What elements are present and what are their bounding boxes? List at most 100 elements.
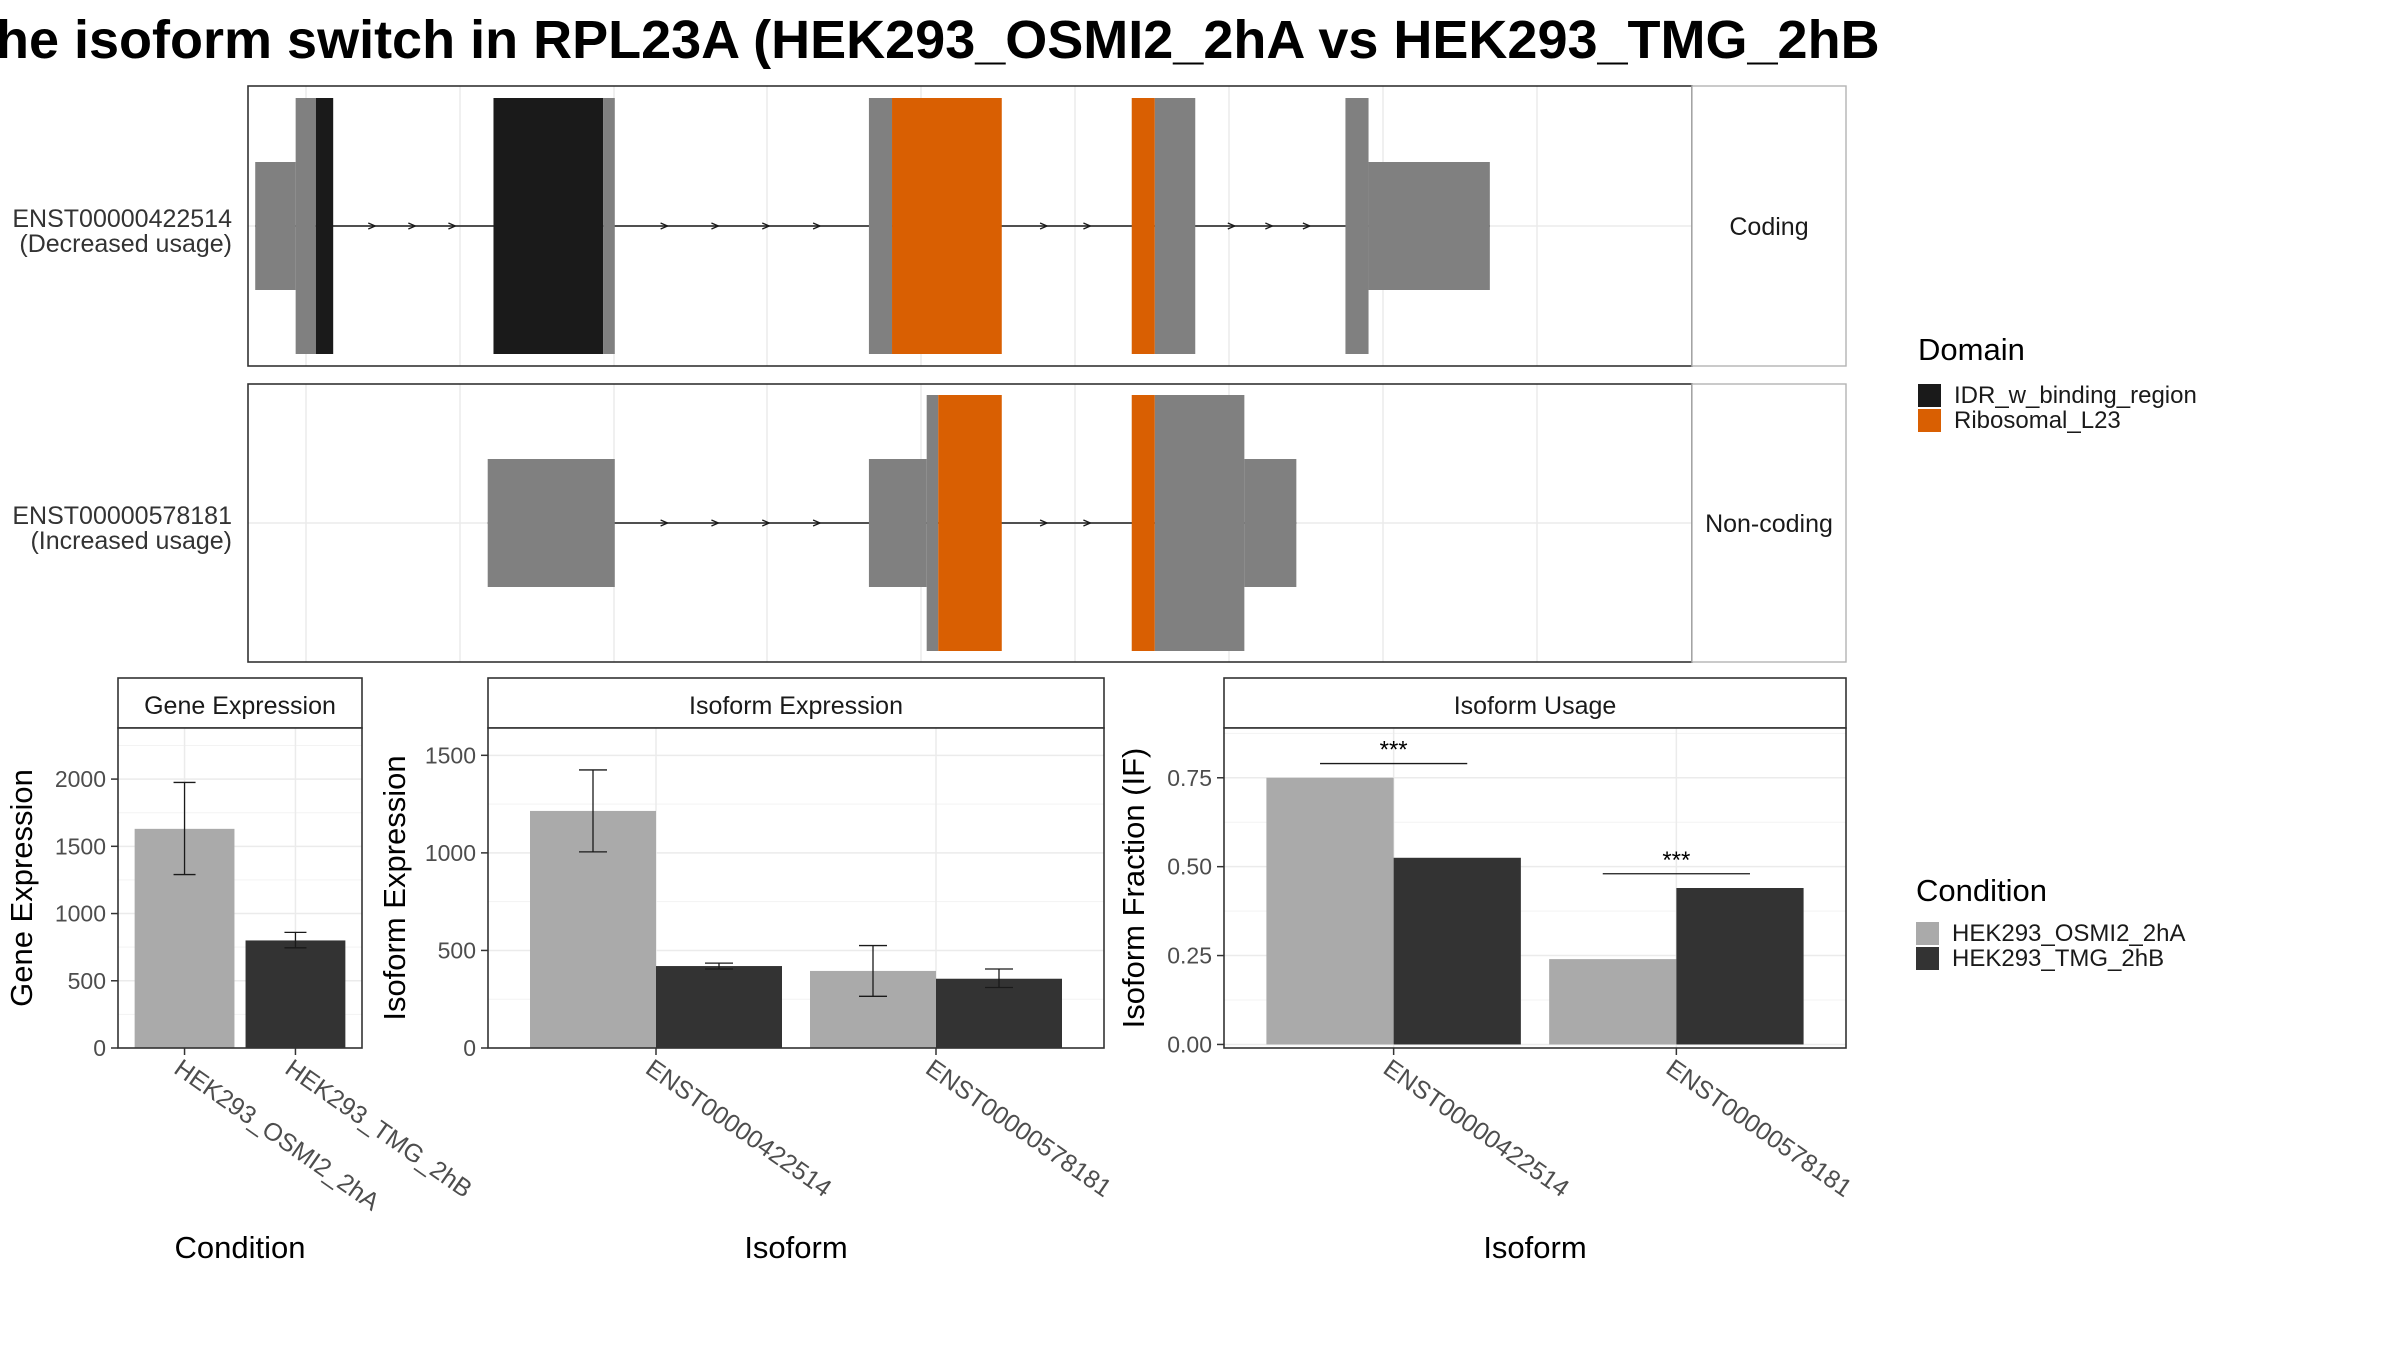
exon-domain-idr-w-binding-region [493,98,604,354]
intron-arrow [1302,222,1312,230]
isoform-label: ENST00000422514 [12,205,232,233]
exon-cds [926,395,939,651]
coding-class-label: Coding [1729,213,1808,241]
isoform-usage-label: (Increased usage) [30,527,232,555]
gene-expression-border [117,727,363,1049]
x-tick-label: ENST00000422514 [641,1054,837,1203]
x-tick-label: HEK293_TMG_2hB [280,1054,477,1204]
intron-arrow [812,519,822,527]
condition-legend-label: HEK293_TMG_2hB [1952,945,2164,972]
significance-label: *** [1380,737,1408,764]
isoform-usage-strip-title: Isoform Usage [1454,692,1617,720]
y-tick-label: 0 [93,1035,106,1061]
isoform-expression-strip [487,677,1105,729]
exon-utr [1244,459,1297,587]
domain-legend-title: Domain [1918,332,2025,367]
domain-legend-label: Ribosomal_L23 [1954,407,2121,434]
y-tick-label: 0.00 [1167,1031,1212,1057]
x-tick-label: ENST00000422514 [1378,1054,1574,1203]
intron-arrow [660,222,670,230]
significance-label: *** [1662,847,1690,874]
y-tick-label: 500 [438,937,476,963]
intron-arrow [1039,222,1049,230]
intron-arrow [1083,222,1093,230]
isoform-usage-strip [1223,677,1847,729]
exon-domain-ribosomal-l23 [1131,98,1155,354]
intron-arrow [711,519,721,527]
bar-hek293-tmg-2hb [936,978,1062,1048]
exon-domain-idr-w-binding-region [315,98,334,354]
gene-expression-y-axis-title: Gene Expression [4,769,39,1007]
y-tick-label: 1500 [425,742,476,768]
panel-isoform-usage: Isoform Usage *** *** 0.00 0.25 0.50 0.75 ENST0… [1116,677,1857,1265]
isoform-expression-strip-title: Isoform Expression [689,692,903,720]
isoform-expression-x-axis-title: Isoform [744,1230,847,1265]
bar-hek293-tmg-2hb [245,940,346,1048]
isoform-usage-border [1223,727,1847,1049]
exon-domain-ribosomal-l23 [892,98,1002,354]
condition-legend-swatch [1916,922,1939,945]
isoform-usage-x-axis-title: Isoform [1483,1230,1586,1265]
y-tick-label: 0 [463,1035,476,1061]
coding-class-label: Non-coding [1705,510,1833,538]
x-tick-label: HEK293_OSMI2_2hA [169,1054,385,1217]
panel-isoform-expression: Isoform Expression 0 500 1000 1500 ENST000004… [377,677,1117,1265]
gene-structure-panel: Coding ENST00000422514(Decreased usage) No… [12,85,1847,663]
bar-chart-panels: Gene Expression 0 500 1000 1500 2000 HEK293_OS… [4,677,1857,1265]
y-tick-label: 2000 [55,766,106,792]
exon-utr [487,459,615,587]
isoform-usage-y-axis-title: Isoform Fraction (IF) [1116,748,1151,1029]
isoform-expression-border [487,727,1105,1049]
intron-arrow [660,519,670,527]
y-tick-label: 1500 [55,833,106,859]
exon-utr [868,459,927,587]
bar-hek293-tmg-2hb [656,966,782,1048]
coding-strip [1691,85,1847,367]
intron-arrow [1039,519,1049,527]
isoform-usage-label: (Decreased usage) [19,230,232,258]
exon-utr [1368,162,1490,290]
exon-domain-ribosomal-l23 [1131,395,1155,651]
domain-legend-label: IDR_w_binding_region [1954,382,2197,409]
exon-cds [868,98,893,354]
isoform-label: ENST00000578181 [12,502,232,530]
exon-cds [603,98,615,354]
intron-arrow [1227,222,1237,230]
exon-cds [295,98,316,354]
exon-domain-ribosomal-l23 [938,395,1002,651]
isoform-expression-y-axis-title: Isoform Expression [377,755,412,1020]
coding-strip [1691,383,1847,663]
condition-legend-title: Condition [1916,873,2047,908]
intron-arrow [762,519,771,527]
exon-cds [1154,395,1245,651]
exon-cds [1154,98,1196,354]
intron-arrow [812,222,822,230]
gene-expression-strip [117,677,363,729]
bar-hek293-osmi2-2ha [1549,959,1677,1045]
exon-utr [255,162,296,290]
intron-arrow [448,222,458,230]
bar-hek293-tmg-2hb [1393,857,1521,1045]
intron-arrow [711,222,721,230]
exon-cds [1345,98,1369,354]
intron-arrow [408,222,417,230]
x-tick-label: ENST00000578181 [921,1054,1117,1203]
figure-title: he isoform switch in RPL23A (HEK293_OSMI… [0,10,1880,70]
domain-legend-swatch [1918,409,1941,432]
intron-arrow [1265,222,1275,230]
intron-arrow [1083,519,1093,527]
domain-legend-swatch [1918,384,1941,407]
y-tick-label: 500 [68,968,106,994]
isoform-row-ENST00000422514: Coding ENST00000422514(Decreased usage) [12,85,1847,367]
gene-expression-strip-title: Gene Expression [144,692,336,720]
condition-legend-label: HEK293_OSMI2_2hA [1952,920,2185,947]
y-tick-label: 0.25 [1167,943,1212,969]
y-tick-label: 0.50 [1167,854,1212,880]
intron-arrow [762,222,771,230]
x-tick-label: ENST00000578181 [1661,1054,1857,1203]
gene-expression-x-axis-title: Condition [175,1230,306,1265]
